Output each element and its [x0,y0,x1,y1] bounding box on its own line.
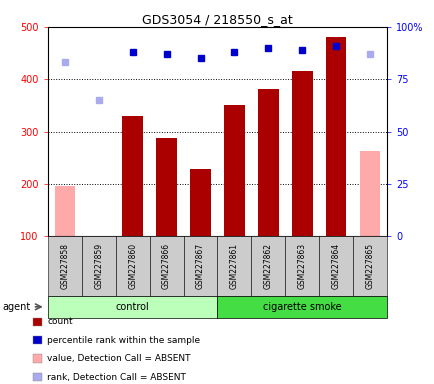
Text: agent: agent [2,302,30,312]
Text: rank, Detection Call = ABSENT: rank, Detection Call = ABSENT [47,372,186,382]
Bar [359,151,379,236]
Text: GSM227862: GSM227862 [263,243,272,289]
Text: control: control [115,302,149,312]
Text: percentile rank within the sample: percentile rank within the sample [47,336,200,345]
Text: value, Detection Call = ABSENT: value, Detection Call = ABSENT [47,354,191,363]
Bar [326,37,345,236]
Text: GSM227863: GSM227863 [297,243,306,289]
Text: count: count [47,317,73,326]
Text: GSM227860: GSM227860 [128,243,137,289]
Bar [224,105,244,236]
Text: GSM227867: GSM227867 [196,243,204,289]
Bar [55,187,75,236]
Text: GSM227866: GSM227866 [162,243,171,289]
Title: GDS3054 / 218550_s_at: GDS3054 / 218550_s_at [142,13,292,26]
Text: GSM227861: GSM227861 [230,243,238,289]
Text: GSM227865: GSM227865 [365,243,374,289]
Bar [258,89,278,236]
Bar [190,169,210,236]
Text: GSM227858: GSM227858 [60,243,69,289]
Text: cigarette smoke: cigarette smoke [263,302,341,312]
Bar [122,116,142,236]
Text: GSM227859: GSM227859 [94,243,103,289]
Bar [156,138,176,236]
Text: GSM227864: GSM227864 [331,243,340,289]
Bar [292,71,312,236]
